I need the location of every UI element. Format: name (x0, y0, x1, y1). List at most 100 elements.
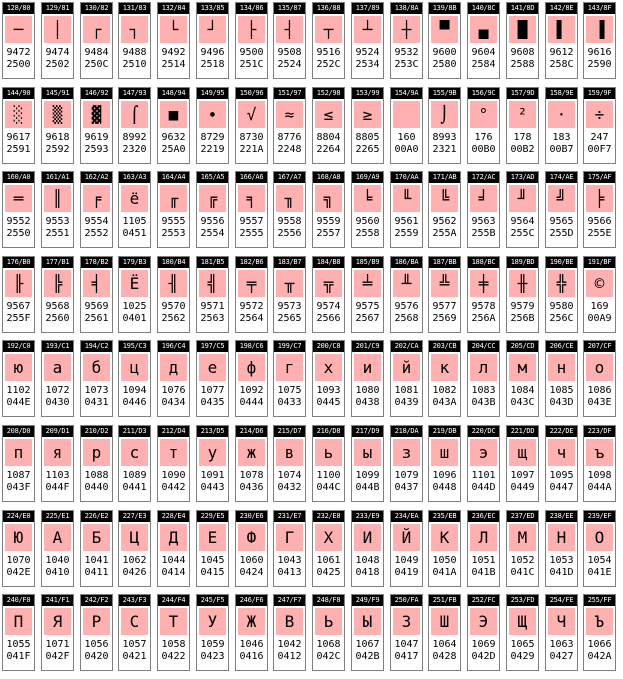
cell-glyph: ÷ (586, 101, 613, 128)
char-cell: 162/A2 ╒ 9554 2552 (80, 171, 113, 248)
cell-glyph: ▄ (470, 16, 497, 43)
cell-code-header: 252/FC (468, 595, 499, 606)
cell-code-header: 186/BA (391, 257, 422, 268)
cell-hex-code: 0430 (45, 397, 70, 408)
char-cell: 186/BA ╨ 9576 2568 (390, 256, 423, 333)
cell-decimal-code: 1101 (471, 470, 496, 481)
char-cell: 136/88 ┬ 9516 252C (312, 2, 345, 79)
cell-code-header: 166/A6 (236, 172, 267, 183)
char-cell: 208/D0 п 1087 043F (2, 425, 35, 502)
cell-decimal-code: 1043 (277, 555, 302, 566)
cell-glyph: ╖ (276, 185, 303, 212)
cell-glyph: ╞ (586, 185, 613, 212)
char-cell: 158/9E · 183 00B7 (545, 87, 578, 164)
char-cell: 168/A8 ╗ 9559 2557 (312, 171, 345, 248)
cell-glyph: ╫ (509, 270, 536, 297)
char-cell: 164/A4 ╓ 9555 2553 (157, 171, 190, 248)
cell-hex-code: 044F (45, 482, 70, 493)
cell-decimal-code: 1052 (510, 555, 535, 566)
char-cell: 166/A6 ╕ 9557 2555 (235, 171, 268, 248)
cell-hex-code: 0423 (200, 651, 225, 662)
cell-code-header: 130/82 (81, 3, 112, 14)
char-cell: 231/E7 Г 1043 0413 (273, 510, 306, 587)
char-cell: 179/B3 Ё 1025 0401 (118, 256, 151, 333)
cell-hex-code: 255C (510, 228, 535, 239)
cell-decimal-code: 1040 (45, 555, 70, 566)
cell-decimal-code: 1077 (200, 385, 225, 396)
cell-glyph: Ь (315, 608, 342, 635)
cell-code-header: 243/F3 (119, 595, 150, 606)
cell-code-header: 206/CE (546, 341, 577, 352)
cell-hex-code: 2320 (122, 144, 147, 155)
cell-decimal-code: 9566 (587, 216, 612, 227)
cell-code-header: 234/EA (391, 511, 422, 522)
cell-decimal-code: 9577 (432, 301, 457, 312)
cell-hex-code: 0415 (200, 567, 225, 578)
char-cell: 169/A9 ╘ 9560 2558 (351, 171, 384, 248)
cell-hex-code: 2552 (84, 228, 109, 239)
cell-decimal-code: 9563 (471, 216, 496, 227)
cell-glyph: к (431, 354, 458, 381)
cell-hex-code: 0417 (394, 651, 419, 662)
cell-glyph: Л (470, 524, 497, 551)
cell-code-header: 216/D8 (313, 426, 344, 437)
cell-code-header: 200/C8 (313, 341, 344, 352)
cell-hex-code: 256A (471, 313, 496, 324)
cell-decimal-code: 9604 (471, 47, 496, 58)
cell-glyph: ╟ (5, 270, 32, 297)
cell-code-header: 196/C4 (158, 341, 189, 352)
cell-hex-code: 0418 (355, 567, 380, 578)
cell-code-header: 175/AF (584, 172, 615, 183)
cell-glyph: ┘ (199, 16, 226, 43)
cell-code-header: 149/95 (197, 88, 228, 99)
cell-hex-code: 0436 (239, 482, 264, 493)
cell-glyph: ─ (5, 16, 32, 43)
char-cell: 242/F2 Р 1056 0420 (80, 594, 113, 671)
cell-code-header: 203/CB (429, 341, 460, 352)
cell-code-header: 185/B9 (352, 257, 383, 268)
cell-decimal-code: 9616 (587, 47, 612, 58)
cell-glyph: © (586, 270, 613, 297)
cell-glyph: п (5, 439, 32, 466)
char-cell: 165/A5 ╔ 9556 2554 (196, 171, 229, 248)
cell-glyph: ╤ (238, 270, 265, 297)
cell-decimal-code: 9575 (355, 301, 380, 312)
cell-decimal-code: 9555 (161, 216, 186, 227)
cell-hex-code: 2551 (45, 228, 70, 239)
char-cell: 191/BF © 169 00A9 (583, 256, 616, 333)
cell-decimal-code: 1063 (549, 639, 574, 650)
cell-hex-code: 041D (549, 567, 574, 578)
cell-hex-code: 0441 (122, 482, 147, 493)
cell-hex-code: 041B (471, 567, 496, 578)
cell-code-header: 199/C7 (274, 341, 305, 352)
cell-glyph: ╢ (160, 270, 187, 297)
cell-hex-code: 0427 (549, 651, 574, 662)
char-cell: 217/D9 ы 1099 044B (351, 425, 384, 502)
char-cell: 147/93 ⌠ 8992 2320 (118, 87, 151, 164)
char-cell: 253/FD Щ 1065 0429 (506, 594, 539, 671)
cell-decimal-code: 1097 (510, 470, 535, 481)
char-cell: 185/B9 ╧ 9575 2567 (351, 256, 384, 333)
char-cell: 139/8B ▀ 9600 2580 (428, 2, 461, 79)
cell-glyph: Я (44, 608, 71, 635)
cell-hex-code: 042C (316, 651, 341, 662)
cell-glyph: х (315, 354, 342, 381)
cell-hex-code: 042D (471, 651, 496, 662)
cell-glyph: █ (509, 16, 536, 43)
char-cell: 200/C8 х 1093 0445 (312, 340, 345, 417)
char-cell: 211/D3 с 1089 0441 (118, 425, 151, 502)
cell-decimal-code: 9612 (549, 47, 574, 58)
cell-code-header: 192/C0 (3, 341, 34, 352)
cell-glyph: ╔ (199, 185, 226, 212)
cell-hex-code: 00B0 (471, 144, 496, 155)
char-cell: 235/EB К 1050 041A (428, 510, 461, 587)
cell-code-header: 225/E1 (42, 511, 73, 522)
cell-decimal-code: 1060 (239, 555, 264, 566)
cell-code-header: 188/BC (468, 257, 499, 268)
cell-glyph: с (121, 439, 148, 466)
cell-code-header: 146/92 (81, 88, 112, 99)
cell-glyph: Р (83, 608, 110, 635)
cell-glyph: ▀ (431, 16, 458, 43)
cell-decimal-code: 1073 (84, 385, 109, 396)
